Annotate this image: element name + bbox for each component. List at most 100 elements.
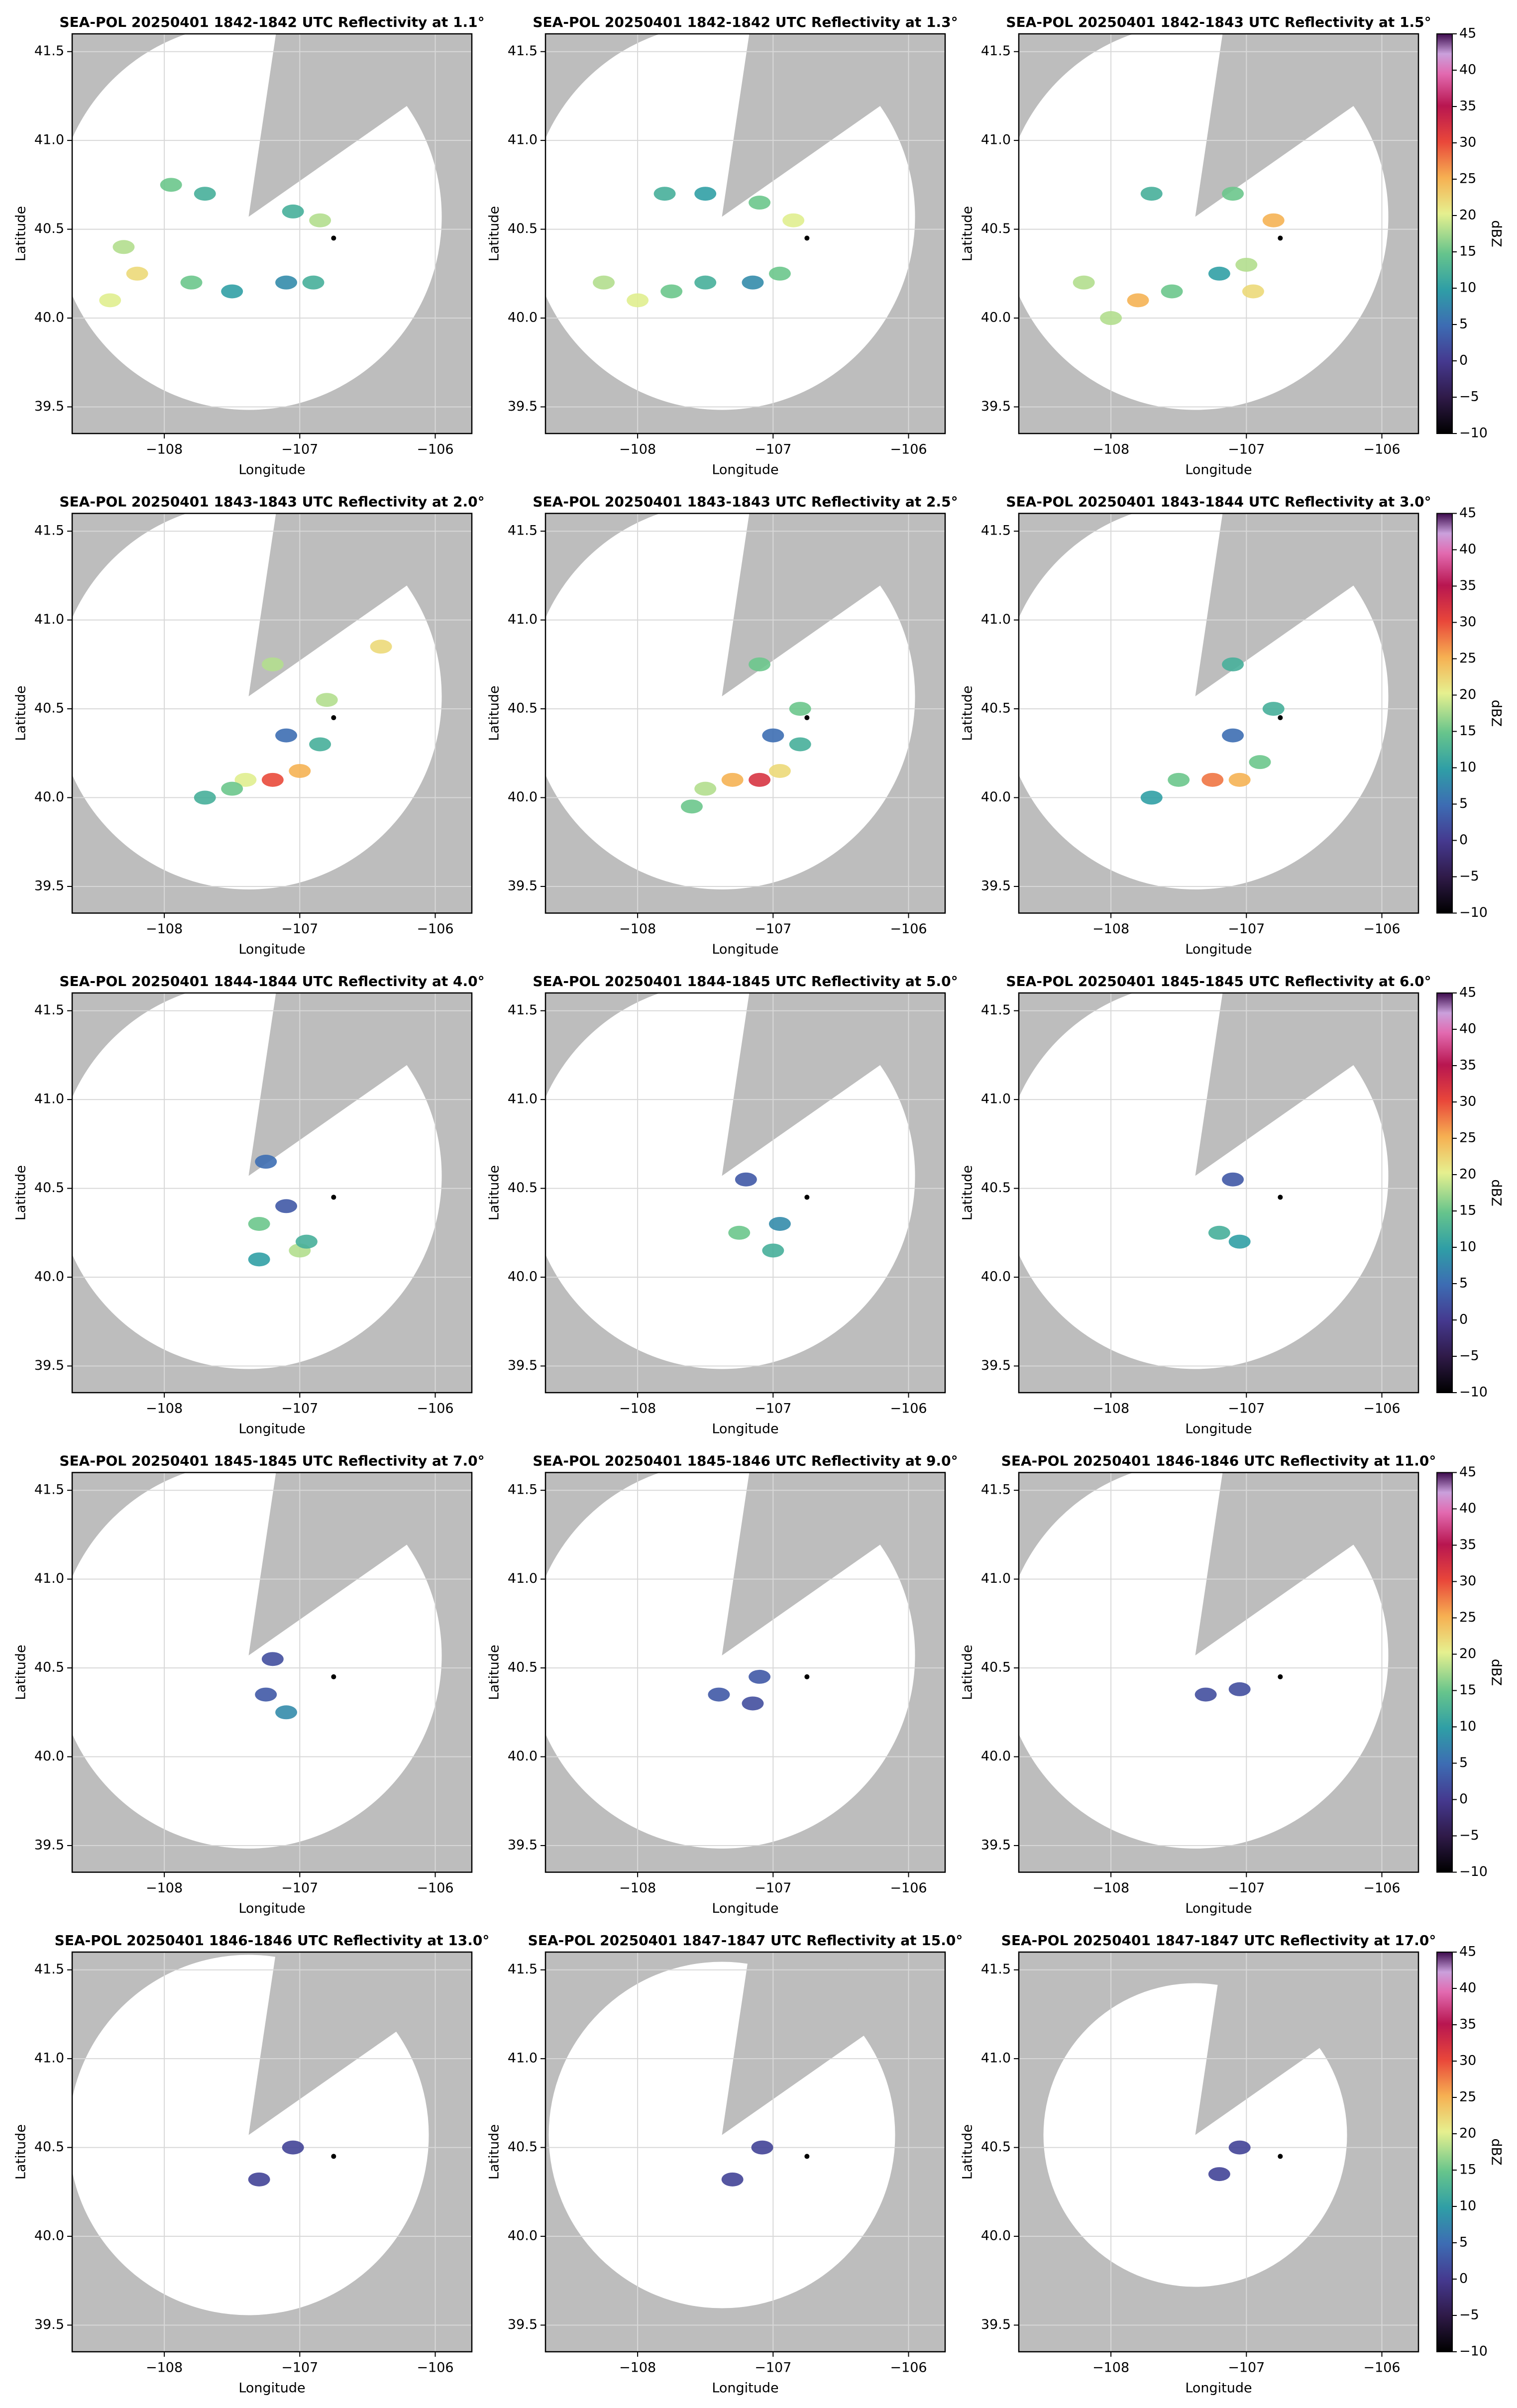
radar-site bbox=[804, 1195, 810, 1200]
axes-frame bbox=[71, 1472, 473, 1873]
y-tick-label: 40.5 bbox=[34, 2139, 64, 2155]
echo-cell bbox=[248, 1252, 270, 1267]
echo-cell bbox=[653, 187, 676, 201]
y-tick-label: 40.0 bbox=[981, 789, 1011, 805]
echo-cell bbox=[593, 275, 615, 290]
colorbar-tick-label: −10 bbox=[1459, 426, 1488, 441]
y-tick-label: 40.0 bbox=[981, 2228, 1011, 2244]
echo-cell bbox=[1228, 1234, 1251, 1249]
echo-cell bbox=[762, 728, 784, 743]
colorbar-tick-label: −5 bbox=[1459, 869, 1479, 884]
echo-cell bbox=[721, 2172, 744, 2187]
x-tick-label: −107 bbox=[1228, 1880, 1265, 1896]
y-tick-label: 40.5 bbox=[34, 1660, 64, 1675]
colorbar-tick-label: 10 bbox=[1459, 1239, 1476, 1255]
radar-site bbox=[331, 1674, 336, 1679]
echo-cell bbox=[99, 293, 121, 308]
echo-cell bbox=[1161, 284, 1183, 299]
x-tick-label: −108 bbox=[146, 442, 183, 457]
plot-area bbox=[1019, 513, 1418, 913]
echo-cell bbox=[694, 187, 717, 201]
x-tick-label: −108 bbox=[619, 1880, 656, 1896]
y-tick-label: 40.0 bbox=[34, 310, 64, 326]
chart-title: SEA-POL 20250401 1846-1846 UTC Reflectiv… bbox=[1001, 1453, 1436, 1469]
echo-cell bbox=[289, 764, 311, 778]
echo-cell bbox=[275, 1705, 298, 1720]
x-tick-label: −106 bbox=[890, 921, 927, 937]
panel: −108 −107 −106 39.5 40.0 40.5 41.0 41.5 SEA-POL … bbox=[960, 1932, 1504, 2396]
echo-cell bbox=[728, 1225, 751, 1240]
x-tick-label: −107 bbox=[281, 1401, 318, 1417]
echo-cell bbox=[160, 178, 182, 192]
plot-area bbox=[545, 1472, 945, 1872]
y-tick-label: 40.0 bbox=[34, 2228, 64, 2244]
colorbar-tick-label: −10 bbox=[1459, 1385, 1488, 1400]
y-tick-label: 41.5 bbox=[508, 523, 538, 539]
y-tick-label: 39.5 bbox=[34, 878, 64, 893]
y-tick-label: 41.5 bbox=[508, 1482, 538, 1498]
y-tick-label: 40.5 bbox=[508, 1660, 538, 1675]
echo-cell bbox=[749, 772, 771, 787]
colorbar-tick-label: 40 bbox=[1459, 542, 1476, 557]
chart-title: SEA-POL 20250401 1842-1843 UTC Reflectiv… bbox=[1006, 14, 1431, 30]
echo-cell bbox=[1228, 772, 1251, 787]
y-tick-label: 41.0 bbox=[981, 132, 1011, 148]
plot-area bbox=[1019, 1472, 1418, 1872]
y-tick-label: 39.5 bbox=[981, 399, 1011, 414]
x-tick-label: −106 bbox=[417, 1880, 453, 1896]
y-axis-label: Latitude bbox=[13, 2124, 29, 2180]
colorbar-tick-label: 25 bbox=[1459, 651, 1476, 666]
colorbar-tick-label: 35 bbox=[1459, 2017, 1476, 2032]
colorbar-tick-label: 0 bbox=[1459, 1791, 1468, 1807]
colorbar-tick-label: 40 bbox=[1459, 62, 1476, 78]
colorbar-tick-label: 45 bbox=[1459, 1464, 1476, 1480]
y-tick-label: 40.5 bbox=[508, 2139, 538, 2155]
echo-cell bbox=[1073, 275, 1095, 290]
y-tick-label: 41.0 bbox=[508, 2051, 538, 2066]
x-tick-label: −108 bbox=[1092, 1880, 1129, 1896]
echo-cell bbox=[694, 275, 717, 290]
radar-site bbox=[804, 235, 810, 241]
echo-cell bbox=[1201, 772, 1224, 787]
echo-cell bbox=[742, 275, 764, 290]
colorbar-label: dBZ bbox=[1489, 220, 1504, 247]
colorbar bbox=[1436, 33, 1453, 434]
echo-cell bbox=[768, 1216, 791, 1231]
x-tick-label: −107 bbox=[755, 1401, 791, 1417]
echo-cell bbox=[1140, 790, 1163, 805]
y-tick-label: 41.5 bbox=[981, 1482, 1011, 1498]
y-tick-label: 39.5 bbox=[981, 878, 1011, 893]
chart-title: SEA-POL 20250401 1845-1845 UTC Reflectiv… bbox=[1006, 973, 1431, 989]
radar-site bbox=[1278, 1674, 1283, 1679]
echo-cell bbox=[370, 640, 392, 654]
echo-cell bbox=[708, 1687, 730, 1702]
x-tick-label: −106 bbox=[1363, 442, 1400, 457]
echo-cell bbox=[749, 196, 771, 210]
y-tick-label: 41.0 bbox=[508, 1571, 538, 1586]
x-tick-label: −106 bbox=[890, 1401, 927, 1417]
x-tick-label: −106 bbox=[890, 2360, 927, 2376]
axes-frame bbox=[71, 33, 473, 435]
panel: −108 −107 −106 39.5 40.0 40.5 41.0 41.5 SEA-POL … bbox=[487, 1453, 958, 1917]
y-tick-label: 41.5 bbox=[508, 1002, 538, 1018]
y-tick-label: 40.5 bbox=[981, 1180, 1011, 1196]
colorbar-tick-label: 10 bbox=[1459, 1719, 1476, 1734]
y-tick-label: 41.0 bbox=[981, 1092, 1011, 1107]
colorbar-tick-label: 0 bbox=[1459, 832, 1468, 848]
echo-cell bbox=[1228, 2140, 1251, 2155]
axes-frame bbox=[71, 513, 473, 914]
y-tick-label: 41.0 bbox=[508, 1092, 538, 1107]
x-tick-label: −108 bbox=[619, 1401, 656, 1417]
echo-cell bbox=[768, 266, 791, 281]
echo-cell bbox=[1222, 1172, 1244, 1187]
x-tick-label: −106 bbox=[890, 1880, 927, 1896]
y-tick-label: 40.0 bbox=[34, 1749, 64, 1764]
plot-area bbox=[72, 1952, 472, 2352]
axes-frame bbox=[1018, 33, 1419, 435]
x-tick-label: −108 bbox=[1092, 2360, 1129, 2376]
y-tick-label: 40.0 bbox=[981, 1749, 1011, 1764]
x-tick-label: −108 bbox=[146, 1880, 183, 1896]
echo-cell bbox=[782, 213, 805, 227]
axes-frame bbox=[71, 1951, 473, 2353]
